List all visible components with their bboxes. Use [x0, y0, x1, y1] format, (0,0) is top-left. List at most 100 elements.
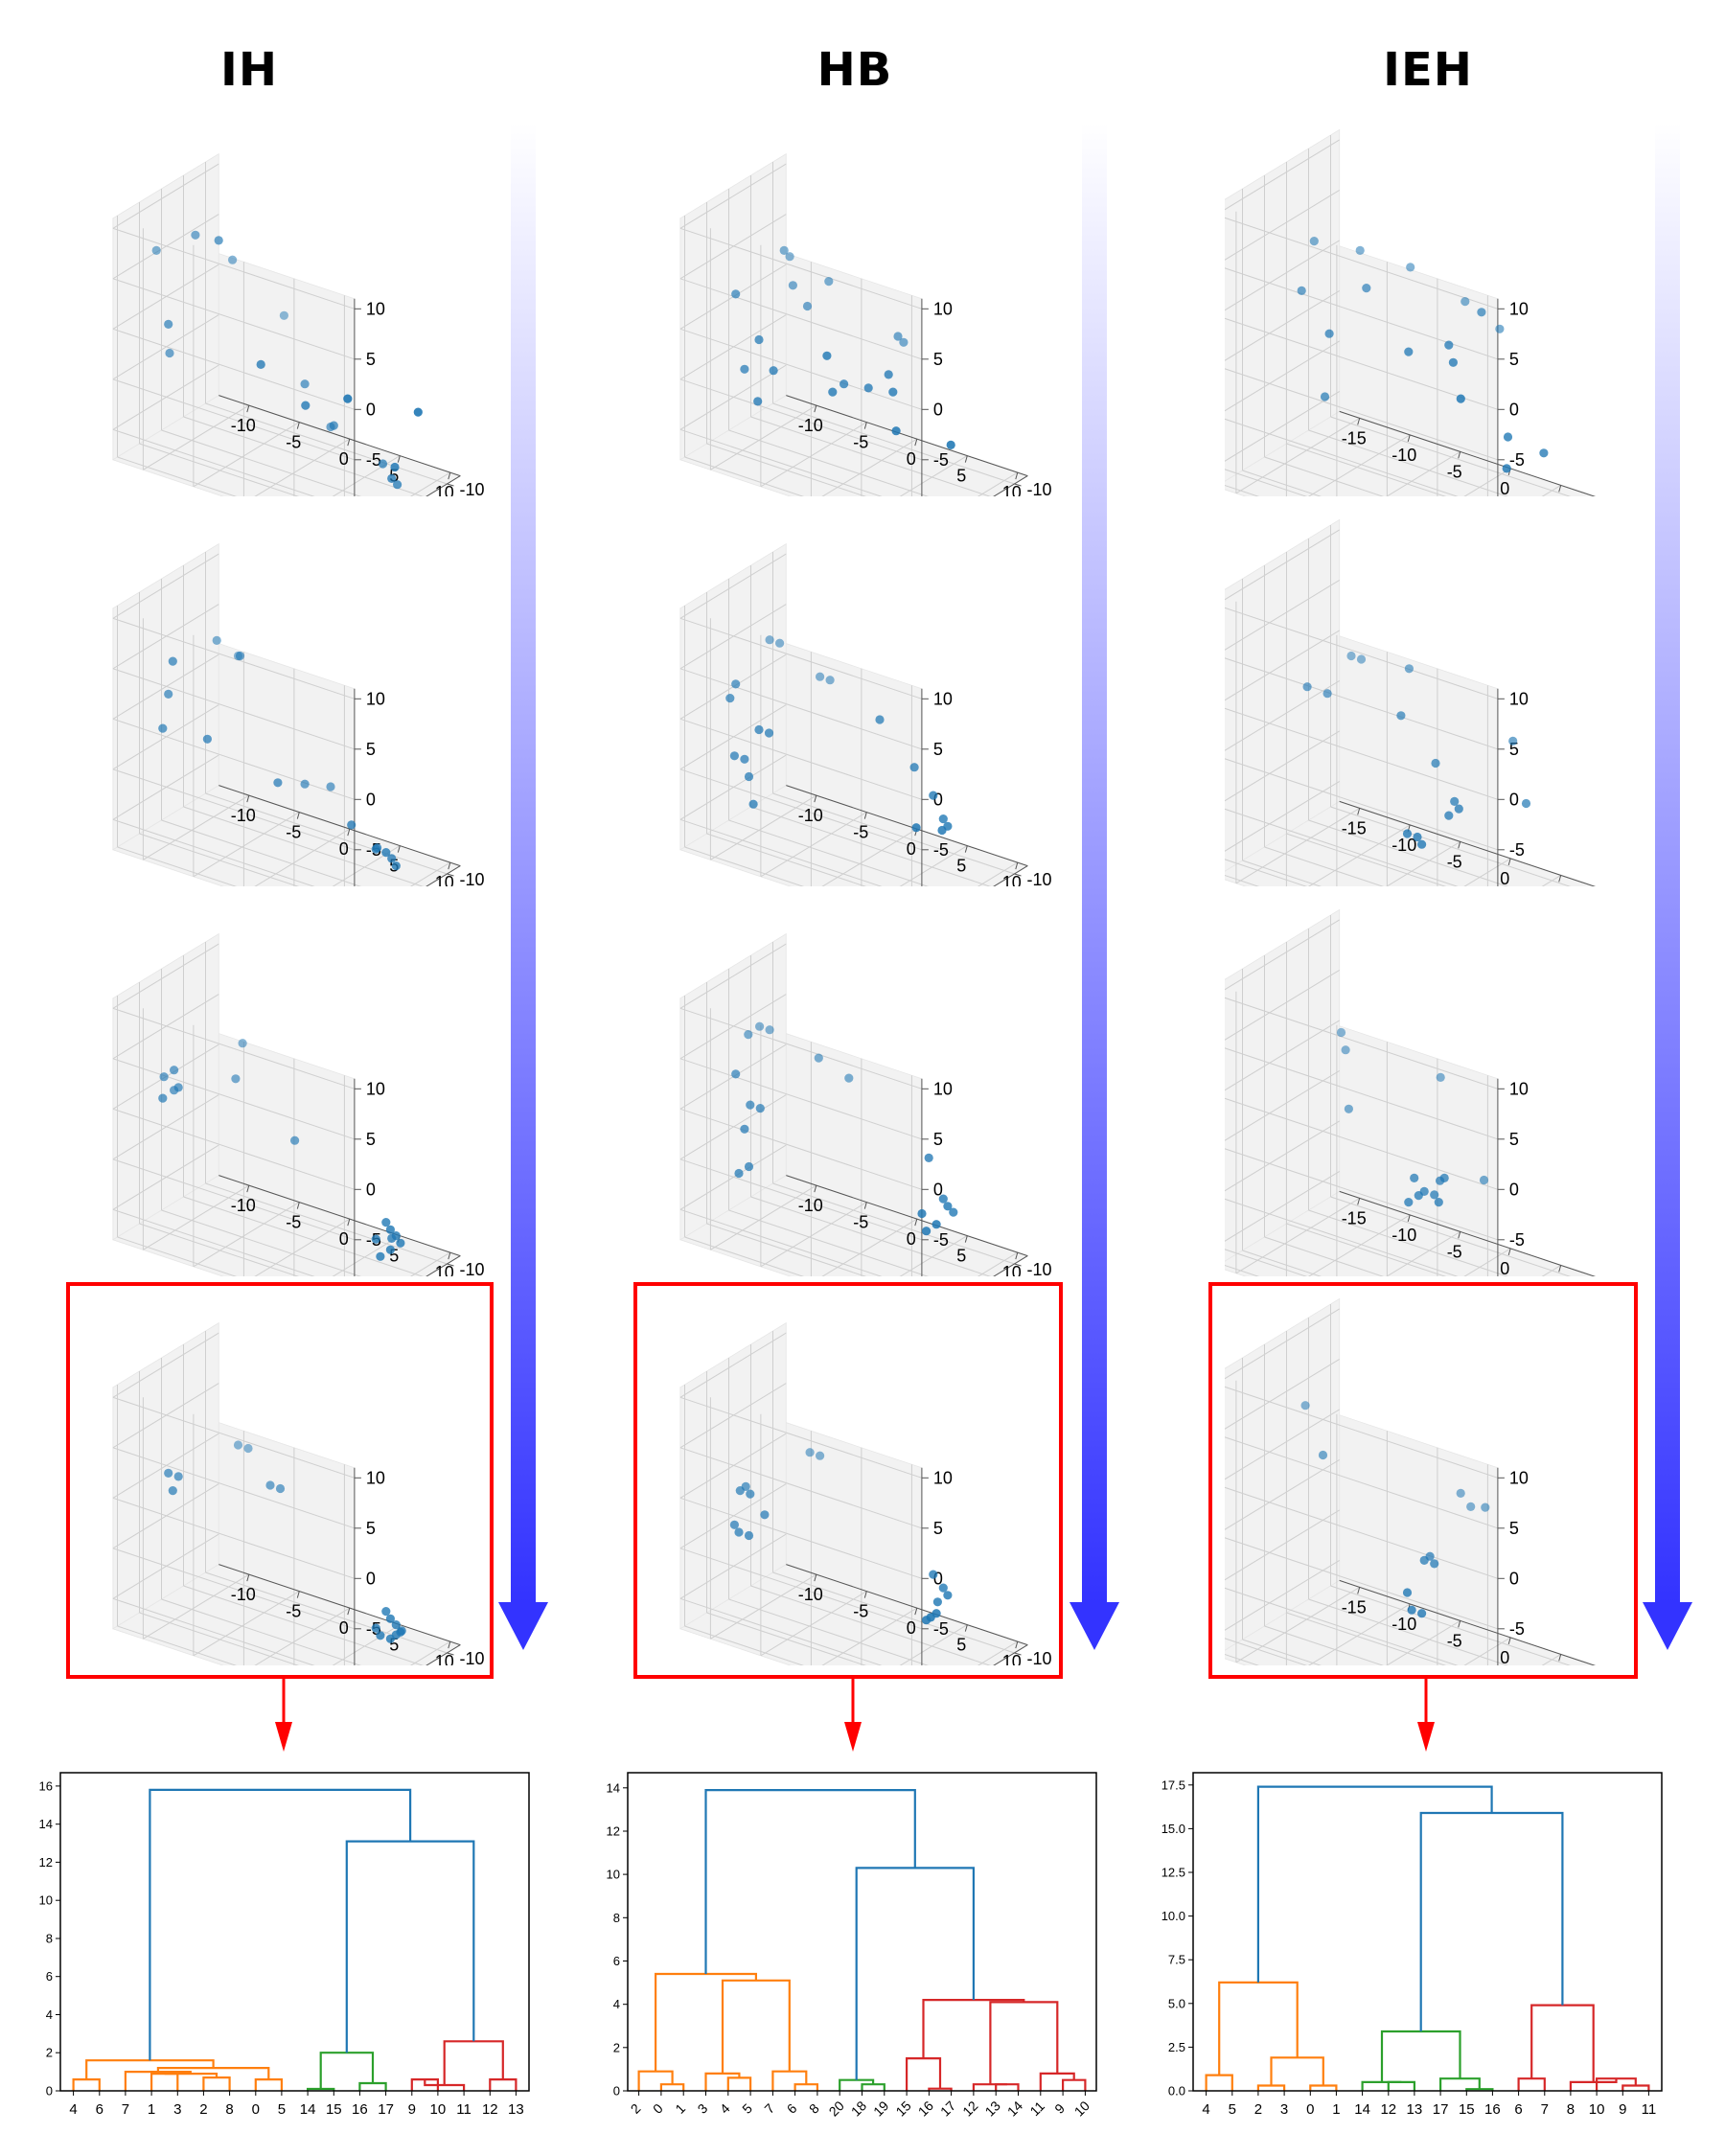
gridline	[706, 1612, 867, 1665]
cluster-link-line	[1387, 2080, 1415, 2091]
y-axis-line	[993, 1644, 1028, 1665]
gridline	[1463, 858, 1511, 886]
leaf-label: 12	[482, 2101, 498, 2118]
gridline	[1307, 1214, 1411, 1276]
cluster-link	[164, 2073, 218, 2078]
gridline	[161, 1598, 362, 1665]
gridline	[750, 1196, 992, 1276]
leaf-label: 5	[278, 2101, 286, 2118]
scatter-point	[785, 252, 794, 262]
y-tick	[1014, 483, 1022, 487]
x-tick-label: -15	[1342, 818, 1367, 837]
x-tick	[1015, 1640, 1019, 1649]
x-axis-line	[1339, 1579, 1597, 1665]
leaf-label: 10	[430, 2101, 447, 2118]
z-tick-label: 10	[366, 1079, 385, 1098]
gridline	[112, 1497, 356, 1579]
gridline	[706, 1223, 867, 1276]
gridline	[161, 1209, 362, 1276]
gridline	[679, 163, 787, 229]
gridline	[679, 617, 923, 700]
x-tick-label: 0	[339, 1229, 349, 1249]
scatter-point	[347, 820, 356, 830]
scatter-point	[1417, 1609, 1427, 1618]
scatter-point	[731, 1069, 741, 1079]
x-tick	[246, 404, 250, 413]
scatter-points	[1300, 1401, 1490, 1618]
leaf-label: 4	[1202, 2101, 1209, 2118]
gridline	[1225, 1509, 1340, 1581]
gridline	[1242, 1639, 1322, 1665]
scatter-point	[949, 1207, 958, 1217]
cluster-link	[156, 2067, 270, 2080]
cluster-link	[659, 2083, 685, 2091]
leaf-label: 6	[784, 2100, 800, 2117]
x-tick	[863, 1202, 867, 1209]
scatter-point	[214, 236, 223, 245]
gridline	[112, 1208, 315, 1276]
cluster-link-line	[839, 2078, 875, 2091]
gridline	[1225, 707, 1499, 800]
leaf-label: 16	[352, 2101, 368, 2118]
gridline	[1225, 730, 1340, 802]
scatter-point	[744, 1161, 754, 1172]
x-tick-label: -10	[798, 416, 823, 435]
z-tick-label: 10	[366, 689, 385, 708]
scatter-point	[753, 397, 763, 406]
z-tick-label: -5	[1509, 1619, 1525, 1639]
gridline	[679, 214, 787, 280]
leaf-label: 17	[378, 2101, 394, 2118]
gridline	[1307, 434, 1411, 496]
scatter-point	[943, 1202, 953, 1211]
y-axis-line	[426, 475, 461, 496]
scatter-point	[735, 1486, 745, 1496]
scatter-point	[391, 1630, 401, 1640]
scatter3d-ieh-stage1: -15-10-505101050-5-10-151050-5-10-15	[1225, 113, 1646, 496]
y-tick-label: -5	[438, 493, 453, 496]
cluster-link	[1309, 2084, 1338, 2091]
gridline	[161, 429, 362, 496]
x-tick-label: 0	[907, 839, 916, 859]
z-tick-label: 5	[366, 1130, 376, 1149]
scatter-point	[170, 1066, 179, 1075]
cluster-link-line	[704, 1789, 916, 1974]
x-axis-line	[1339, 410, 1597, 496]
cluster-link	[1205, 2074, 1233, 2091]
axis-lines	[1339, 688, 1597, 886]
scatter-point	[822, 351, 832, 360]
scatter-point	[371, 1234, 380, 1244]
gridline	[1225, 1436, 1499, 1529]
gridline	[1225, 579, 1340, 651]
x-tick-label: 10	[1002, 1263, 1022, 1276]
scatter-point	[1322, 689, 1332, 699]
leaf-label: 16	[1484, 2101, 1501, 2118]
y-tick-label: 10	[39, 1893, 53, 1908]
cluster-link	[906, 2057, 942, 2091]
scatter-point	[1414, 1191, 1423, 1201]
x-tick	[296, 1591, 300, 1598]
gridlines	[679, 162, 1019, 496]
z-tick-label: 10	[366, 1468, 385, 1487]
leaf-label: 7	[122, 2101, 129, 2118]
y-tick-label: -5	[438, 1273, 453, 1276]
scatter-point	[824, 277, 834, 287]
gridline	[1225, 1069, 1340, 1141]
scatter-point	[744, 1030, 753, 1040]
x-tick	[964, 455, 968, 463]
y-tick-label: 10.0	[1162, 1909, 1185, 1923]
scatter-point	[1355, 245, 1365, 255]
gridline	[205, 402, 448, 485]
cluster-link	[202, 2076, 231, 2091]
axis-lines	[1339, 1078, 1597, 1276]
y-tick-label: 10	[607, 1868, 620, 1882]
y-tick-label: 14	[607, 1780, 620, 1795]
gridline	[254, 1607, 351, 1665]
scatter3d-ieh-stage3: -15-10-505101050-5-10-151050-5-10-15	[1225, 893, 1646, 1276]
scatter-point	[888, 387, 898, 397]
scatter-point	[769, 366, 778, 376]
tick-labels: -15-10-505101050-5-10-151050-5-10-15	[1342, 299, 1562, 496]
